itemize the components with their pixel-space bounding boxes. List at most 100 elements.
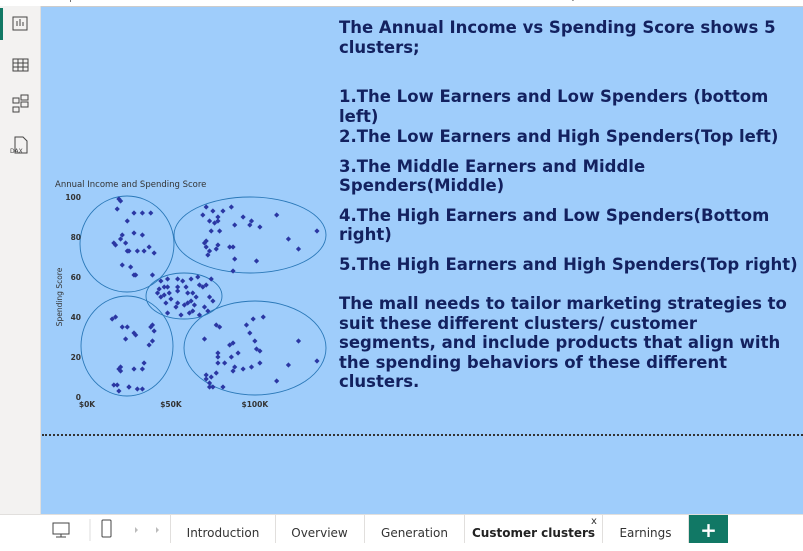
data-point [175,276,181,282]
desktop-view-icon[interactable] [52,522,70,538]
data-point [274,212,280,218]
data-point [220,208,226,214]
data-point [215,218,221,224]
data-point [260,314,266,320]
data-point [112,314,119,320]
data-point [191,302,198,308]
data-point [139,386,145,392]
data-point [295,246,302,252]
data-point [228,354,234,360]
data-point [128,264,134,270]
cluster-ellipse [79,195,175,293]
chart-title: Annual Income and Spending Score [55,180,206,190]
table-view-icon[interactable] [12,58,29,72]
data-point [250,316,256,322]
data-point [180,278,186,284]
data-point [230,244,236,250]
y-tick-label: 0 [76,393,81,402]
y-tick-label: 80 [71,233,81,242]
data-point [126,248,132,254]
data-point [166,290,172,296]
add-page-button[interactable]: + [689,515,728,543]
data-point [158,294,164,300]
data-point [149,272,156,278]
cluster-ellipse [183,300,327,396]
data-point [213,246,219,252]
data-point [247,330,253,336]
model-view-icon[interactable] [12,94,29,113]
ribbon-group: Insert [710,0,736,3]
data-point [123,240,129,246]
data-point [154,290,161,296]
data-point [164,310,171,316]
data-point [203,282,209,288]
data-point [228,204,234,210]
data-point [208,228,214,234]
data-point [146,244,152,250]
data-point [139,366,145,372]
data-point [111,382,117,388]
data-point [248,364,255,370]
data-point [175,288,181,294]
data-point [151,328,157,334]
data-point [141,360,147,366]
mobile-view-icon[interactable] [101,519,112,538]
data-point [161,284,167,290]
y-tick-label: 60 [71,273,81,282]
data-point [158,278,164,284]
data-point [206,248,213,254]
data-point [183,284,189,290]
report-view-icon[interactable] [12,16,28,31]
page-tab[interactable]: Earnings [603,515,689,543]
prev-page[interactable] [135,527,138,533]
text-panel: The Annual Income vs Spending Score show… [339,18,799,402]
data-point [247,222,253,228]
data-point [215,350,221,356]
data-point [141,248,147,254]
data-point [201,304,208,310]
page-tab[interactable]: Overview [275,515,365,543]
data-point [203,372,209,378]
paragraph: The mall needs to tailor marketing strat… [339,294,787,391]
cluster-ellipse [80,295,174,397]
data-point [295,338,302,344]
tab-close[interactable]: x [591,516,597,527]
data-point [211,220,218,226]
sidebar: DAX [0,6,41,514]
page-tab[interactable]: Generation [365,515,465,543]
data-point [119,262,125,268]
data-point [210,384,216,390]
data-point [173,304,179,310]
y-tick-label: 40 [71,313,81,322]
data-point [213,370,219,376]
y-tick-label: 20 [71,353,81,362]
x-tick-label: $100K [242,400,270,409]
data-point [139,210,145,216]
data-point [230,368,236,374]
data-point [252,338,258,344]
data-point [185,300,191,306]
paragraph: 5.The High Earners and High Spenders(Top… [339,254,798,274]
data-point [215,354,221,360]
page-tab[interactable]: Introduction [170,515,276,543]
x-tick-label: $0K [79,400,96,409]
data-point [190,290,196,296]
paragraph: 4.The High Earners and Low Spenders(Bott… [339,205,770,245]
data-point [217,228,223,234]
data-point [253,258,260,264]
dax-query-icon[interactable]: DAX [10,136,28,155]
data-point [206,218,213,224]
data-point [240,366,246,372]
data-point [232,364,238,370]
page-tab[interactable]: Customer clusters [465,515,603,543]
data-point [200,212,206,218]
data-point [133,332,139,338]
data-point [117,364,124,370]
data-point [217,324,223,330]
data-point [196,282,203,288]
data-point [126,384,132,390]
data-point [131,210,137,216]
data-point [243,322,250,328]
next-page[interactable] [156,527,159,533]
data-point [230,268,236,274]
